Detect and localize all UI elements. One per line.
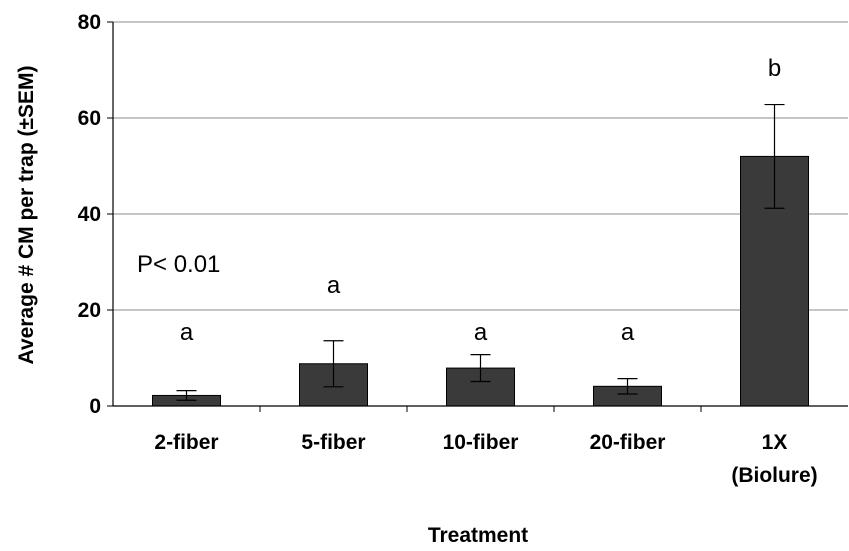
bars bbox=[152, 103, 809, 407]
significance-letter: b bbox=[768, 55, 781, 82]
x-category-label: 20-fiber bbox=[590, 431, 666, 454]
x-category-label: (Biolure) bbox=[731, 464, 817, 487]
y-axis-title: Average # CM per trap (±SEM) bbox=[15, 66, 38, 365]
x-category-label: 5-fiber bbox=[301, 431, 365, 454]
x-category-label: 10-fiber bbox=[443, 431, 519, 454]
p-value-annotation: P< 0.01 bbox=[137, 251, 220, 278]
y-tick-label: 20 bbox=[78, 299, 101, 322]
y-tick-label: 80 bbox=[78, 11, 101, 34]
labels: 0 20 40 60 80 a 2-fiber a 5-fiber a 10-fiber a 20-fi… bbox=[78, 11, 818, 487]
significance-letter: a bbox=[327, 272, 341, 299]
significance-letter: a bbox=[180, 319, 194, 346]
y-tick-label: 40 bbox=[78, 203, 101, 226]
x-category-label: 1X bbox=[762, 431, 788, 454]
gridlines bbox=[113, 21, 848, 311]
x-axis-title: Treatment bbox=[428, 524, 528, 547]
significance-letter: a bbox=[474, 319, 488, 346]
y-tick-label: 0 bbox=[89, 395, 101, 418]
x-category-label: 2-fiber bbox=[154, 431, 218, 454]
axes bbox=[107, 21, 848, 412]
significance-letter: a bbox=[621, 319, 635, 346]
y-tick-label: 60 bbox=[78, 107, 101, 130]
